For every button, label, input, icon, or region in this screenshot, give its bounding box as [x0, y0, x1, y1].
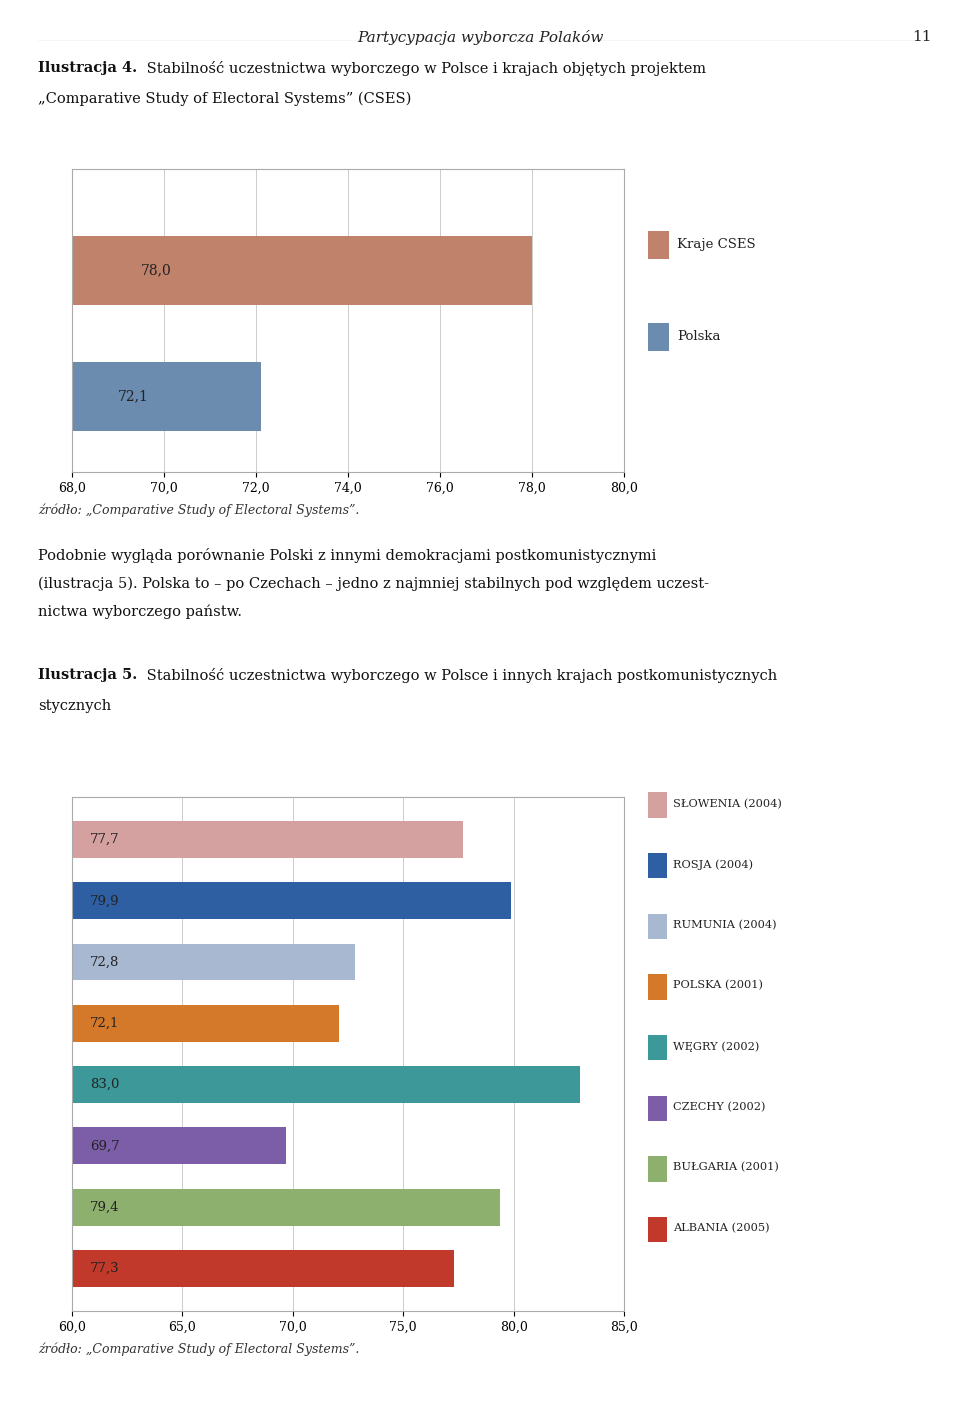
Text: Ilustracja 4.: Ilustracja 4.	[38, 61, 137, 75]
Bar	[72, 1251, 454, 1287]
Bar	[72, 943, 354, 980]
Text: stycznych: stycznych	[38, 699, 111, 713]
Text: CZECHY (2002): CZECHY (2002)	[673, 1101, 765, 1112]
Text: Ilustracja 5.: Ilustracja 5.	[38, 668, 137, 682]
Text: Podobnie wygląda porównanie Polski z innymi demokracjami postkomunistycznymi: Podobnie wygląda porównanie Polski z inn…	[38, 548, 657, 564]
Text: nictwa wyborczego państw.: nictwa wyborczego państw.	[38, 605, 242, 619]
Text: Stabilność uczestnictwa wyborczego w Polsce i innych krajach postkomunistycznych: Stabilność uczestnictwa wyborczego w Pol…	[142, 668, 778, 684]
Text: RUMUNIA (2004): RUMUNIA (2004)	[673, 919, 777, 931]
Text: „Comparative Study of Electoral Systems” (CSES): „Comparative Study of Electoral Systems”…	[38, 92, 412, 106]
Text: (ilustracja 5). Polska to – po Czechach – jedno z najmniej stabilnych pod względ: (ilustracja 5). Polska to – po Czechach …	[38, 577, 709, 591]
Text: POLSKA (2001): POLSKA (2001)	[673, 980, 763, 991]
Text: Polska: Polska	[677, 330, 720, 343]
Text: 72,8: 72,8	[89, 956, 119, 969]
Text: 83,0: 83,0	[89, 1079, 119, 1091]
Text: źródło: „Comparative Study of Electoral Systems”.: źródło: „Comparative Study of Electoral …	[38, 1342, 360, 1356]
Bar	[72, 1128, 286, 1165]
Text: źródło: „Comparative Study of Electoral Systems”.: źródło: „Comparative Study of Electoral …	[38, 503, 360, 517]
Text: 69,7: 69,7	[89, 1139, 119, 1152]
Text: 72,1: 72,1	[89, 1017, 119, 1029]
Text: WĘGRY (2002): WĘGRY (2002)	[673, 1041, 759, 1052]
Text: SŁOWENIA (2004): SŁOWENIA (2004)	[673, 798, 781, 809]
Text: 79,9: 79,9	[89, 894, 119, 907]
Bar	[72, 1066, 580, 1103]
Text: Kraje CSES: Kraje CSES	[677, 238, 756, 251]
Text: Stabilność uczestnictwa wyborczego w Polsce i krajach objętych projektem: Stabilność uczestnictwa wyborczego w Pol…	[142, 61, 707, 76]
Bar	[72, 1005, 339, 1042]
Text: Partycypacja wyborcza Polaków: Partycypacja wyborcza Polaków	[357, 30, 603, 45]
Bar	[72, 235, 532, 305]
Text: 77,3: 77,3	[89, 1262, 119, 1275]
Text: 72,1: 72,1	[118, 389, 149, 403]
Text: 11: 11	[912, 30, 931, 44]
Bar	[72, 1189, 500, 1225]
Text: BUŁGARIA (2001): BUŁGARIA (2001)	[673, 1162, 779, 1173]
Text: ROSJA (2004): ROSJA (2004)	[673, 859, 753, 870]
Bar	[72, 362, 260, 431]
Text: 79,4: 79,4	[89, 1201, 119, 1214]
Bar	[72, 883, 512, 919]
Bar	[72, 821, 463, 857]
Text: ALBANIA (2005): ALBANIA (2005)	[673, 1222, 770, 1234]
Text: 77,7: 77,7	[89, 833, 119, 846]
Text: 78,0: 78,0	[141, 264, 172, 278]
